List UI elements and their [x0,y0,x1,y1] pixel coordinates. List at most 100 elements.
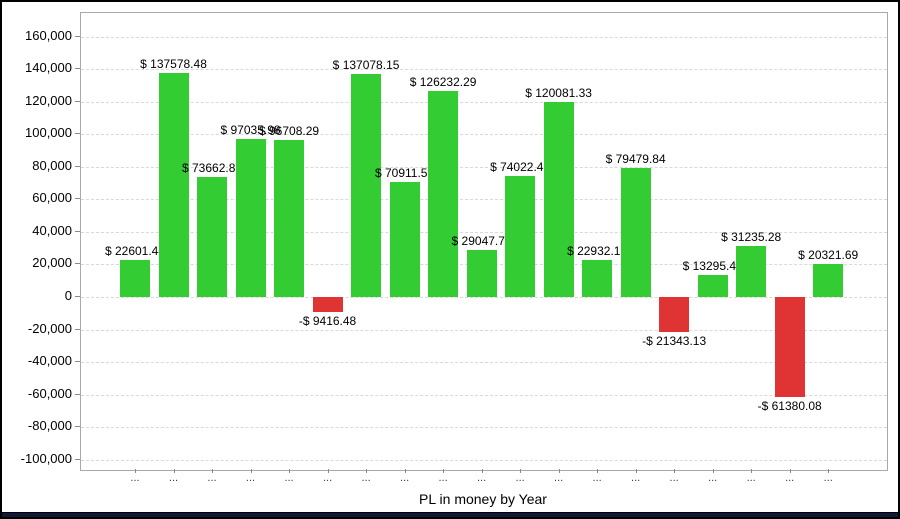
x-tick-label: ... [207,472,217,484]
x-tick-mark [289,469,291,473]
gridline [81,459,887,461]
y-tick-mark [75,458,80,460]
x-tick-label: ... [168,472,179,484]
x-tick-label: ... [438,472,448,484]
gridline [81,166,887,168]
gridline [81,36,887,38]
x-tick-mark [828,469,830,473]
x-tick-mark [135,469,136,473]
bar-value-label: $ 126232.29 [409,75,477,90]
bar[interactable] [697,275,728,297]
bar[interactable] [158,73,189,297]
gridline [81,394,887,396]
bar-value-label: $ 96708.29 [259,123,320,138]
gridline [81,134,887,136]
bar[interactable] [312,297,343,313]
bar[interactable] [620,167,651,297]
bar-value-label: $ 20321.69 [798,247,859,262]
bar-value-label: $ 74022.45 [490,160,551,175]
y-tick-mark [75,393,80,395]
y-tick-label: 100,000 [25,125,72,141]
plot-area: $ 22601.44 $ 137578.48 $ 73662.85 $ 97035.9… [80,12,888,471]
y-tick-label: 0 [64,288,72,303]
x-tick-label: ... [361,472,371,484]
y-tick-mark [75,328,80,330]
x-tick-mark [674,469,676,473]
y-tick-label: 160,000 [25,27,72,43]
y-tick-mark [75,198,80,200]
x-tick-label: ... [130,472,140,484]
x-tick-label: ... [399,472,410,484]
y-tick-label: -60,000 [27,385,72,401]
y-tick-mark [75,296,80,297]
x-tick-label: ... [592,472,602,484]
gridline [81,427,887,429]
chart-title: PL in money by Year [419,491,547,507]
y-tick-label: 60,000 [32,190,72,206]
x-tick-mark [712,469,714,473]
gridline [81,297,887,298]
y-tick-label: 40,000 [32,222,72,238]
x-tick-mark [481,469,483,473]
bar-value-label: $ 79479.84 [605,151,666,166]
bar[interactable] [235,139,266,297]
bar-value-label: $ 22932.15 [567,243,628,258]
bar[interactable] [389,181,420,297]
bar[interactable] [428,91,459,297]
gridline [81,362,887,364]
x-tick-label: ... [515,472,525,484]
bar[interactable] [582,259,613,297]
x-tick-mark [404,469,406,473]
y-tick-label: -40,000 [27,353,72,369]
y-tick-mark [75,263,80,265]
y-tick-mark [75,426,80,428]
x-tick-mark [443,469,445,473]
bar-value-label: -$ 61380.08 [757,398,822,413]
bar[interactable] [197,177,228,297]
bar-value-label: -$ 21343.13 [642,333,707,348]
bar[interactable] [505,176,536,297]
y-tick-mark [75,165,80,167]
bar-value-label: -$ 9416.48 [298,314,357,329]
y-tick-mark [75,133,80,135]
y-tick-label: 120,000 [25,92,72,108]
x-tick-mark [212,469,214,473]
bar-value-label: $ 120081.33 [525,85,592,100]
x-tick-mark [520,469,522,473]
x-tick-mark [327,469,329,473]
y-tick-mark [75,230,80,232]
bar-value-label: $ 73662.85 [181,161,243,176]
x-tick-mark [597,469,599,473]
bar[interactable] [274,139,305,297]
y-tick-mark [75,361,80,363]
x-tick-mark [250,469,252,473]
x-tick-label: ... [284,472,294,484]
bar[interactable] [466,249,497,297]
bar[interactable] [813,263,844,297]
y-tick-label: -80,000 [27,418,72,434]
bar[interactable] [736,246,767,297]
bottom-strip [2,512,898,517]
gridline [81,101,887,103]
y-tick-mark [75,68,80,70]
bar[interactable] [774,297,805,397]
bar[interactable] [543,101,574,297]
bar[interactable] [351,73,382,297]
bar-value-label: $ 31235.28 [721,230,782,245]
gridline [81,329,887,331]
x-tick-mark [366,469,368,473]
y-tick-label: -100,000 [20,450,72,466]
x-tick-label: ... [708,472,718,484]
bar[interactable] [120,260,150,297]
y-tick-label: 20,000 [32,255,72,271]
bar-value-label: $ 97035.98 [220,123,281,138]
x-tick-mark [558,469,560,473]
x-tick-mark [751,469,753,473]
x-tick-label: ... [823,472,833,484]
gridline [81,199,887,201]
bar[interactable] [659,297,690,332]
x-tick-label: ... [631,472,641,484]
x-tick-label: ... [746,472,756,484]
x-tick-mark [635,469,637,473]
